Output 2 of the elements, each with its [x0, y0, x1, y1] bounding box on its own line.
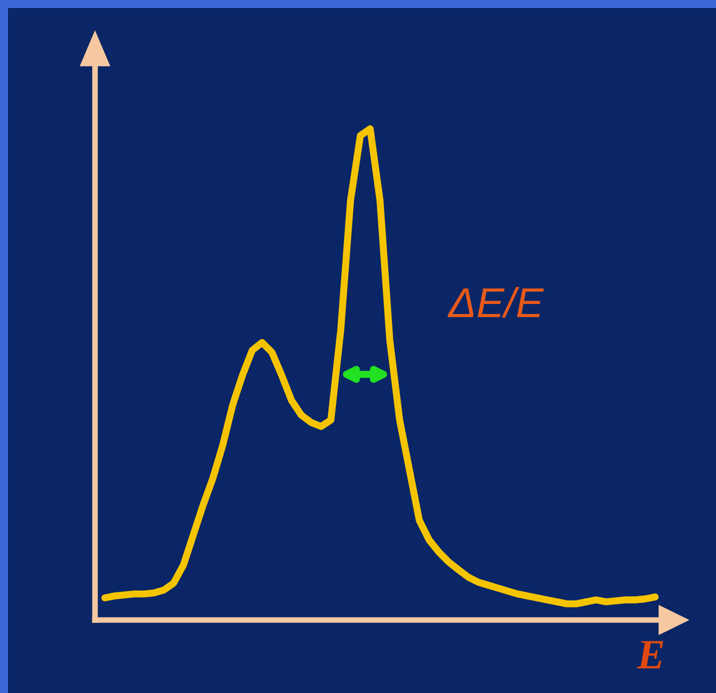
- annotation: ΔE/E: [448, 286, 544, 318]
- x-axis-title: E: [636, 641, 664, 668]
